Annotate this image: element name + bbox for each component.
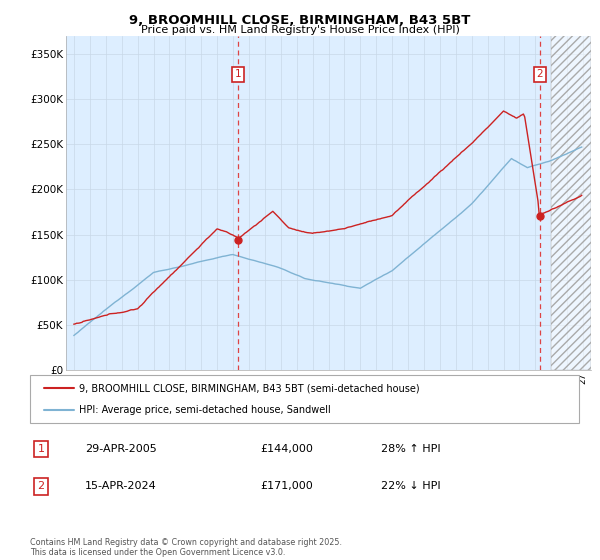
FancyBboxPatch shape: [30, 375, 579, 423]
Text: 1: 1: [235, 69, 241, 79]
Text: 9, BROOMHILL CLOSE, BIRMINGHAM, B43 5BT (semi-detached house): 9, BROOMHILL CLOSE, BIRMINGHAM, B43 5BT …: [79, 383, 420, 393]
Text: 28% ↑ HPI: 28% ↑ HPI: [382, 444, 441, 454]
Text: 2: 2: [536, 69, 543, 79]
Text: 29-APR-2005: 29-APR-2005: [85, 444, 157, 454]
Text: 15-APR-2024: 15-APR-2024: [85, 482, 157, 492]
Text: £171,000: £171,000: [260, 482, 313, 492]
Text: HPI: Average price, semi-detached house, Sandwell: HPI: Average price, semi-detached house,…: [79, 405, 331, 415]
Text: 9, BROOMHILL CLOSE, BIRMINGHAM, B43 5BT: 9, BROOMHILL CLOSE, BIRMINGHAM, B43 5BT: [130, 14, 470, 27]
Text: Price paid vs. HM Land Registry's House Price Index (HPI): Price paid vs. HM Land Registry's House …: [140, 25, 460, 35]
Text: Contains HM Land Registry data © Crown copyright and database right 2025.
This d: Contains HM Land Registry data © Crown c…: [30, 538, 342, 557]
Text: £144,000: £144,000: [260, 444, 313, 454]
Text: 1: 1: [37, 444, 44, 454]
Text: 22% ↓ HPI: 22% ↓ HPI: [382, 482, 441, 492]
Text: 2: 2: [37, 482, 44, 492]
